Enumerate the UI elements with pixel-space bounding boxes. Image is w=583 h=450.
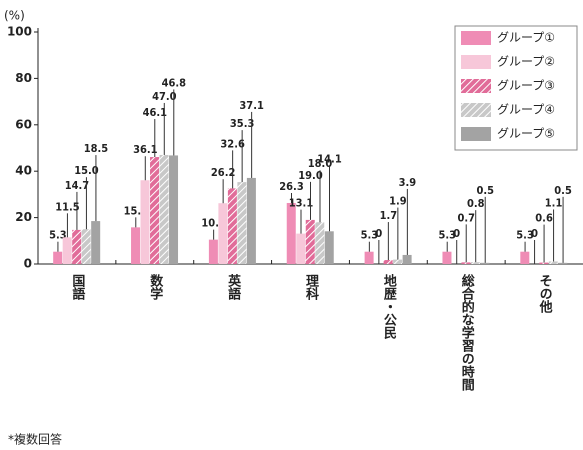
legend-swatch [461,127,491,141]
value-label: 46.1 [143,106,168,119]
bar [558,262,568,264]
bar [548,261,558,264]
x-tick-label: 地歴・公民 [381,273,397,340]
bar [131,227,141,264]
bar [296,233,306,264]
legend-swatch [461,79,491,93]
value-label: 0 [453,227,460,240]
value-label: 1.9 [389,195,407,208]
bar [81,229,91,264]
legend-label: グループ⑤ [497,127,555,141]
bar [140,180,150,264]
value-label: 0.5 [476,184,494,197]
value-label: 15.0 [74,164,99,177]
value-label: 13.1 [289,197,314,210]
x-tick-label: 数学 [147,273,163,301]
y-tick-label: 40 [15,164,32,178]
bar [159,154,169,264]
value-label: 5.3 [516,229,534,242]
bar [461,262,471,264]
legend-label: グループ① [497,31,555,45]
value-label: 14.1 [317,152,342,165]
bar [53,251,63,264]
legend-swatch [461,55,491,69]
value-label: 26.2 [211,166,236,179]
bar [402,254,412,264]
legend-swatch [461,31,491,45]
x-tick-label: 英語 [225,273,242,301]
bar [237,182,247,264]
value-label: 5.3 [49,229,67,242]
y-tick-label: 100 [7,25,32,39]
legend-swatch [461,103,491,117]
bar [315,222,325,264]
footnote: *複数回答 [8,432,62,447]
y-unit: (%) [4,9,25,23]
value-label: 18.5 [84,142,109,155]
bar [305,219,315,264]
value-label: 37.1 [239,99,264,112]
bar [324,231,334,264]
value-label: 46.8 [162,76,187,89]
bar [383,260,393,264]
legend-label: グループ③ [497,79,555,93]
legend-label: グループ② [497,55,555,69]
y-tick-label: 80 [15,71,32,85]
value-label: 0.6 [535,212,553,225]
value-label: 32.6 [220,137,245,150]
x-tick-label: 総合的な学習の時間 [459,273,475,392]
bar [218,203,228,264]
value-label: 5.3 [438,229,456,242]
bar [470,262,480,264]
bar [286,202,296,264]
value-label: 35.3 [230,117,255,130]
bar [364,251,374,264]
value-label: 3.9 [399,176,417,189]
bar [480,262,490,264]
bar [246,177,256,264]
bar [150,157,160,264]
value-label: 36.1 [133,143,158,156]
bar [227,188,237,264]
bar [442,251,452,264]
bar [520,251,530,264]
value-label: 0 [375,227,382,240]
bar [169,155,179,264]
value-label: 19.0 [298,169,323,182]
value-label: 0.5 [554,184,572,197]
value-label: 1.1 [545,196,563,209]
bar [62,237,72,264]
value-label: 5.3 [361,229,379,242]
value-label: 0.7 [457,211,475,224]
value-label: 0 [531,227,538,240]
bar [208,239,218,264]
y-tick-label: 20 [15,210,32,224]
x-tick-label: 理科 [303,274,319,301]
bar [393,259,403,264]
bar [539,262,549,264]
bar [91,221,101,264]
value-label: 0.8 [467,197,485,210]
value-label: 26.3 [279,180,304,193]
x-tick-label: その他 [537,274,554,314]
value-label: 47.0 [152,90,177,103]
value-label: 14.7 [65,179,90,192]
y-tick-label: 0 [24,257,32,271]
x-tick-label: 国語 [69,274,85,301]
value-label: 11.5 [55,200,80,213]
value-label: 1.7 [380,209,398,222]
legend-label: グループ④ [497,103,555,117]
bar [72,229,82,264]
y-tick-label: 60 [15,117,32,131]
value-label: 18.0 [308,157,333,170]
